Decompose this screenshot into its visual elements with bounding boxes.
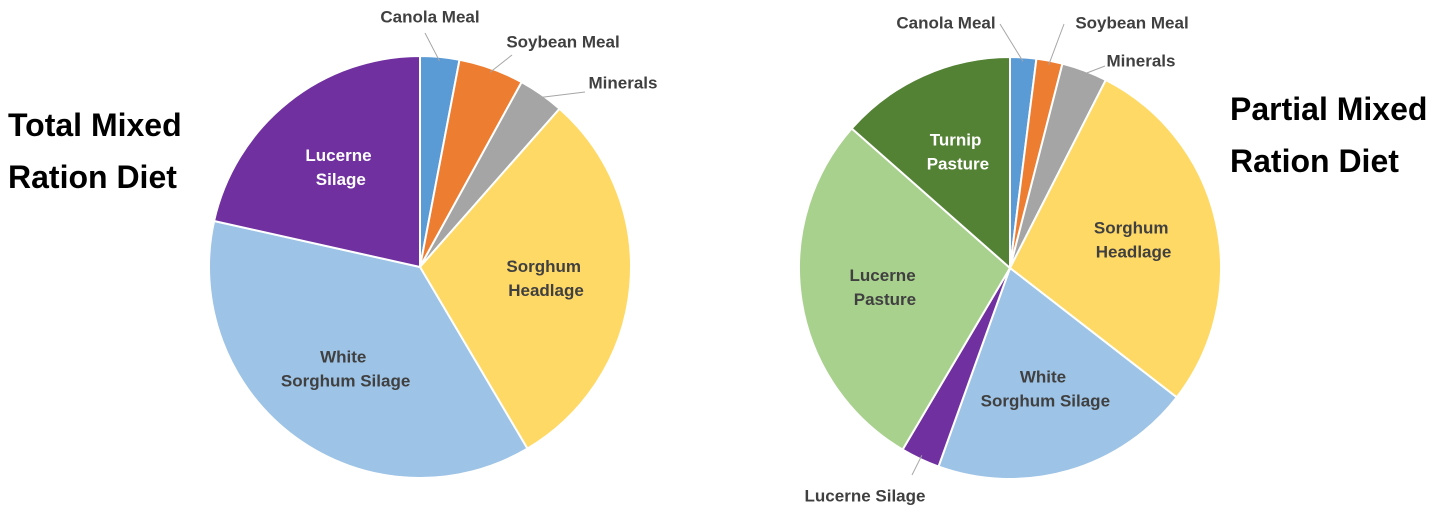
slice-label: White Sorghum Silage <box>281 348 410 391</box>
pie-slice <box>937 266 1179 480</box>
leader-line <box>1048 23 1065 65</box>
chart-title: Partial Mixed Ration Diet <box>1230 91 1436 179</box>
leader-line <box>424 32 440 62</box>
slice-label: Canola Meal <box>896 13 995 32</box>
pie-slice <box>418 107 632 450</box>
leader-line <box>911 455 923 476</box>
leader-line <box>999 23 1024 62</box>
slice-label: Lucerne Silage <box>305 147 376 190</box>
slice-label: White Sorghum Silage <box>981 368 1110 411</box>
slice-label: Lucerne Silage <box>805 486 926 505</box>
leader-line <box>538 91 586 99</box>
slice-label: Soybean Meal <box>1075 13 1188 32</box>
pie-slice <box>1008 78 1222 399</box>
slice-label: Lucerne Pasture <box>850 266 921 309</box>
slice-label: Canola Meal <box>380 7 479 26</box>
slice-label: Soybean Meal <box>506 32 619 51</box>
slice-label: Turnip Pasture <box>927 131 989 174</box>
pie-slice <box>798 127 1012 451</box>
chart-title: Total Mixed Ration Diet <box>8 107 191 195</box>
pie-slice <box>850 55 1011 271</box>
slice-label: Minerals <box>1107 51 1176 70</box>
slice-label: Sorghum Headlage <box>1094 219 1173 262</box>
leader-line <box>1082 65 1106 75</box>
slice-label: Sorghum Headlage <box>506 257 585 300</box>
pie-slice <box>212 54 421 269</box>
leader-line <box>489 54 513 73</box>
slice-label: Minerals <box>589 73 658 92</box>
pie-slice <box>208 219 529 479</box>
